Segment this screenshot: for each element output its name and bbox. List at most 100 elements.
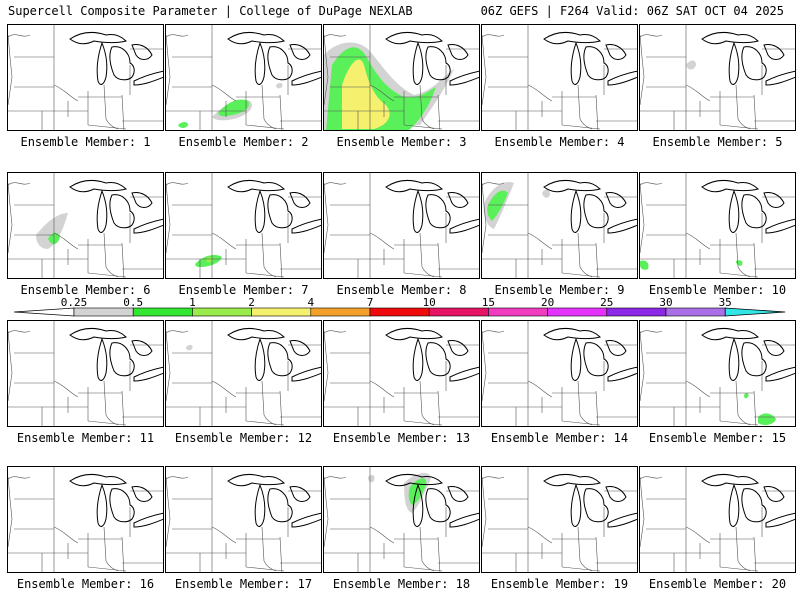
ensemble-member-label: Ensemble Member: 19 [490,577,629,591]
state-boundary [8,330,31,334]
lake-shoreline [701,179,759,193]
state-boundary [719,420,759,426]
lake-shoreline [385,473,443,487]
state-boundary [121,242,125,278]
state-boundary [166,330,171,402]
lake-shoreline [227,31,285,45]
lake-shoreline [607,512,637,528]
state-boundary [121,390,125,426]
lake-shoreline [763,44,785,60]
state-boundary [211,84,237,102]
lake-shoreline [447,486,469,502]
lake-shoreline [289,486,311,502]
lake-shoreline [728,189,740,233]
ensemble-member-label: Ensemble Member: 13 [332,431,471,445]
colorbar-segment [547,307,608,317]
state-boundary [8,330,13,402]
map-canvas [166,467,321,572]
state-boundary [640,476,645,548]
state-boundary [595,390,599,426]
state-boundary [369,232,395,250]
state-boundary [324,182,347,186]
state-boundary [640,182,663,186]
state-boundary [8,476,31,480]
ensemble-member-map [165,466,322,573]
state-boundary [87,272,127,278]
state-boundary [437,242,441,278]
map-canvas [8,321,163,426]
lake-shoreline [570,189,582,233]
state-boundary [53,380,79,398]
ensemble-member-map [7,172,164,279]
lake-shoreline [254,41,266,85]
state-boundary [561,420,601,426]
scp-shaded-area [686,60,696,70]
state-boundary [527,232,553,250]
state-boundary [577,380,593,426]
lake-shoreline [131,44,153,60]
state-boundary [166,182,171,254]
colorbar-segment [665,307,726,317]
map-canvas [8,467,163,572]
lake-shoreline [701,327,759,341]
state-boundary [279,242,283,278]
state-boundary [103,84,119,130]
lake-shoreline [291,366,321,382]
ensemble-member-map [165,320,322,427]
colorbar-segment [310,307,371,317]
state-boundary [640,34,663,38]
ensemble-member-label: Ensemble Member: 16 [16,577,155,591]
scp-shaded-area [736,260,743,266]
lake-shoreline [447,44,469,60]
colorbar-tick-label: 25 [600,296,614,309]
ensemble-member-map [323,24,480,131]
state-boundary [166,182,189,186]
lake-shoreline [728,337,740,381]
state-boundary [53,526,79,544]
state-boundary [482,182,487,254]
lake-shoreline [605,340,627,356]
lake-shoreline [254,483,266,527]
state-boundary [482,182,505,186]
state-boundary [166,34,189,38]
map-canvas [482,321,637,426]
state-boundary [403,566,443,572]
lake-shoreline [69,31,127,45]
lake-shoreline [570,41,582,85]
state-boundary [279,390,283,426]
lake-shoreline [69,473,127,487]
lake-shoreline [763,192,785,208]
lake-shoreline [385,179,443,193]
state-boundary [245,272,285,278]
scp-shaded-area [342,59,390,129]
state-boundary [561,124,601,130]
colorbar-tick-label: 15 [481,296,496,309]
ensemble-member-label: Ensemble Member: 15 [648,431,787,445]
map-canvas [482,467,637,572]
lake-shoreline [701,473,759,487]
map-canvas [640,25,795,130]
state-boundary [121,94,125,130]
state-boundary [166,330,189,334]
ensemble-member-map [7,24,164,131]
state-boundary [577,526,593,572]
map-canvas [166,321,321,426]
lake-shoreline [765,512,795,528]
lake-shoreline [131,340,153,356]
state-boundary [527,84,553,102]
state-boundary [261,232,277,278]
scp-shaded-area [487,190,508,221]
lake-shoreline [109,488,135,523]
ensemble-member-map [323,320,480,427]
lake-shoreline [605,192,627,208]
state-boundary [324,330,329,402]
state-boundary [53,232,79,250]
state-boundary [595,242,599,278]
state-boundary [279,94,283,130]
state-boundary [245,124,285,130]
state-boundary [324,330,347,334]
ensemble-member-map [165,24,322,131]
state-boundary [103,526,119,572]
state-boundary [640,330,645,402]
colorbar-segment [488,307,548,317]
